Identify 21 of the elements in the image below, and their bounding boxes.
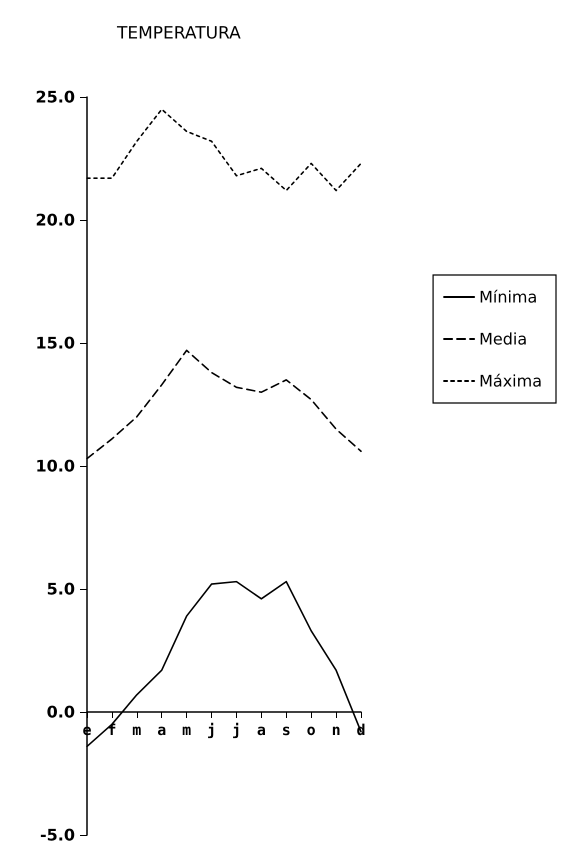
x-tick-label: a <box>157 721 166 739</box>
legend-label: Mínima <box>479 288 538 306</box>
chart-title: TEMPERATURA <box>116 24 242 44</box>
x-tick-label: j <box>232 721 241 739</box>
legend-label: Media <box>479 330 528 348</box>
x-tick-label: m <box>182 721 192 739</box>
y-tick-label: 25.0 <box>36 88 75 106</box>
x-tick-label: d <box>356 721 366 739</box>
x-tick-label: s <box>282 721 291 739</box>
y-tick-label: -5.0 <box>40 826 75 843</box>
y-tick-label: 10.0 <box>36 456 75 476</box>
x-tick-label: j <box>207 721 216 739</box>
legend-label: Máxima <box>479 372 542 390</box>
y-tick-label: 15.0 <box>36 334 75 352</box>
y-tick-label: 0.0 <box>46 702 75 722</box>
x-tick-label: o <box>306 721 316 739</box>
y-tick-label: 5.0 <box>46 580 75 598</box>
x-tick-label: n <box>332 721 341 739</box>
x-tick-label: m <box>132 721 142 739</box>
y-tick-label: 20.0 <box>36 210 75 230</box>
x-tick-label: a <box>256 721 266 739</box>
